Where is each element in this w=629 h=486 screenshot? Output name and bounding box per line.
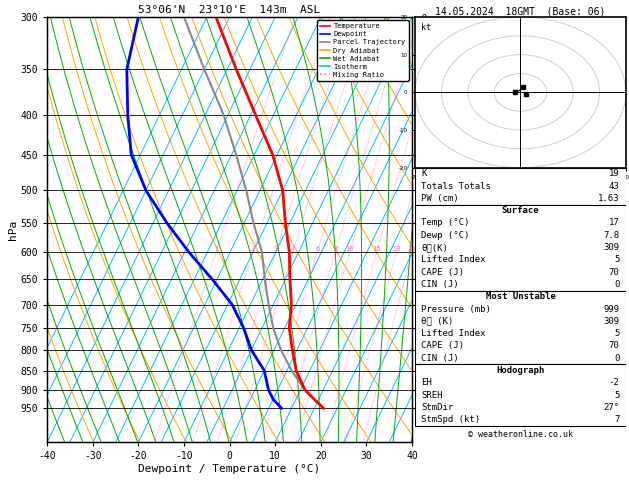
Text: StmDir: StmDir bbox=[421, 403, 454, 412]
Text: 25: 25 bbox=[408, 246, 416, 252]
Text: Pressure (mb): Pressure (mb) bbox=[421, 305, 491, 313]
Text: CIN (J): CIN (J) bbox=[421, 280, 459, 289]
Text: 309: 309 bbox=[603, 243, 620, 252]
Text: 1: 1 bbox=[214, 246, 218, 252]
Text: 43: 43 bbox=[609, 182, 620, 191]
Y-axis label: hPa: hPa bbox=[8, 220, 18, 240]
Text: 10: 10 bbox=[345, 246, 354, 252]
Bar bbox=[415, 364, 626, 426]
Text: 2: 2 bbox=[251, 246, 255, 252]
X-axis label: Dewpoint / Temperature (°C): Dewpoint / Temperature (°C) bbox=[138, 464, 321, 474]
Text: Temp (°C): Temp (°C) bbox=[421, 219, 470, 227]
Text: SREH: SREH bbox=[421, 391, 443, 399]
Text: 3: 3 bbox=[274, 246, 278, 252]
Text: 999: 999 bbox=[603, 305, 620, 313]
Text: 4: 4 bbox=[291, 246, 295, 252]
Text: EH: EH bbox=[421, 378, 432, 387]
Text: Lifted Index: Lifted Index bbox=[421, 329, 486, 338]
Text: 7.8: 7.8 bbox=[603, 231, 620, 240]
Text: θᴄ(K): θᴄ(K) bbox=[421, 243, 448, 252]
Text: Surface: Surface bbox=[502, 206, 539, 215]
Text: Most Unstable: Most Unstable bbox=[486, 292, 555, 301]
Text: 7: 7 bbox=[614, 415, 620, 424]
Text: 5: 5 bbox=[614, 255, 620, 264]
Text: 70: 70 bbox=[609, 341, 620, 350]
Text: Totals Totals: Totals Totals bbox=[421, 182, 491, 191]
Text: kt: kt bbox=[421, 23, 431, 32]
Text: 0: 0 bbox=[614, 354, 620, 363]
Text: 70: 70 bbox=[609, 268, 620, 277]
Text: -2: -2 bbox=[609, 378, 620, 387]
Text: K: K bbox=[421, 169, 427, 178]
Text: PW (cm): PW (cm) bbox=[421, 194, 459, 203]
Text: 8: 8 bbox=[333, 246, 337, 252]
Text: 0: 0 bbox=[614, 280, 620, 289]
Text: 14.05.2024  18GMT  (Base: 06): 14.05.2024 18GMT (Base: 06) bbox=[435, 6, 606, 16]
Text: Hodograph: Hodograph bbox=[496, 366, 545, 375]
Text: 5: 5 bbox=[614, 329, 620, 338]
Text: 20: 20 bbox=[392, 246, 401, 252]
Title: 53°06'N  23°10'E  143m  ASL: 53°06'N 23°10'E 143m ASL bbox=[138, 5, 321, 15]
Y-axis label: km
ASL: km ASL bbox=[437, 222, 457, 237]
Text: © weatheronline.co.uk: © weatheronline.co.uk bbox=[468, 430, 573, 438]
Text: Dewp (°C): Dewp (°C) bbox=[421, 231, 470, 240]
Bar bbox=[415, 291, 626, 364]
Text: θᴄ (K): θᴄ (K) bbox=[421, 317, 454, 326]
Text: 17: 17 bbox=[609, 219, 620, 227]
Text: Lifted Index: Lifted Index bbox=[421, 255, 486, 264]
Text: 27°: 27° bbox=[603, 403, 620, 412]
Bar bbox=[415, 205, 626, 291]
Text: StmSpd (kt): StmSpd (kt) bbox=[421, 415, 481, 424]
Text: CIN (J): CIN (J) bbox=[421, 354, 459, 363]
Text: 19: 19 bbox=[609, 169, 620, 178]
Text: 15: 15 bbox=[372, 246, 381, 252]
Text: CAPE (J): CAPE (J) bbox=[421, 341, 464, 350]
Text: CAPE (J): CAPE (J) bbox=[421, 268, 464, 277]
Text: 309: 309 bbox=[603, 317, 620, 326]
Text: 6: 6 bbox=[315, 246, 320, 252]
Legend: Temperature, Dewpoint, Parcel Trajectory, Dry Adiabat, Wet Adiabat, Isotherm, Mi: Temperature, Dewpoint, Parcel Trajectory… bbox=[317, 20, 408, 81]
Text: 5: 5 bbox=[614, 391, 620, 399]
Text: 1.63: 1.63 bbox=[598, 194, 620, 203]
Bar bbox=[415, 168, 626, 205]
